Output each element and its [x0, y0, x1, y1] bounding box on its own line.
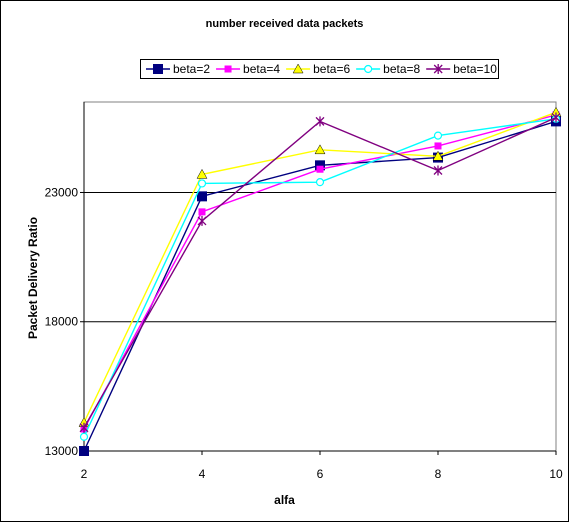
plot-area [83, 101, 557, 452]
data-point [315, 178, 325, 187]
x-tick-label: 10 [549, 467, 563, 481]
data-point [314, 144, 326, 155]
legend-marker [292, 63, 304, 74]
data-point [197, 191, 207, 202]
legend-label: beta=4 [243, 62, 280, 76]
data-point [432, 150, 444, 161]
series-beta-10 [79, 112, 561, 433]
y-tick-label: 18000 [45, 315, 79, 329]
data-point [433, 165, 443, 176]
legend-label: beta=2 [173, 62, 210, 76]
x-tick-label: 8 [435, 467, 442, 481]
data-point [79, 446, 89, 456]
data-point [433, 131, 443, 140]
legend: beta=2 beta=4 beta=6 beta=8 beta=10 [140, 59, 499, 79]
legend-label: beta=8 [383, 62, 420, 76]
legend-label: beta=6 [313, 62, 350, 76]
x-tick-label: 6 [317, 467, 324, 481]
series-beta-6 [78, 106, 562, 427]
legend-entry: beta=10 [426, 62, 497, 76]
chart-title: number received data packets [205, 18, 364, 30]
data-point [316, 165, 324, 173]
legend-marker [364, 64, 373, 74]
data-point [79, 422, 89, 433]
legend-entry: beta=2 [146, 62, 210, 76]
y-axis-title: Packet Delivery Ratio [26, 216, 40, 340]
x-tick-label: 2 [81, 467, 88, 481]
legend-entry: beta=4 [216, 62, 280, 76]
legend-marker [153, 64, 163, 74]
data-point [197, 215, 207, 226]
data-point [551, 112, 561, 123]
data-point [315, 116, 325, 127]
data-point [197, 179, 207, 188]
legend-marker [224, 65, 232, 73]
legend-label: beta=10 [453, 62, 497, 76]
data-point [196, 168, 208, 179]
data-point [79, 432, 89, 441]
legend-entry: beta=8 [356, 62, 421, 76]
y-tick-label: 23000 [45, 185, 79, 199]
y-tick-label: 13000 [45, 444, 79, 458]
legend-marker [433, 64, 443, 74]
x-axis-title: alfa [274, 493, 295, 507]
x-tick-label: 4 [199, 467, 206, 481]
data-point [434, 142, 442, 150]
legend-entry: beta=6 [286, 62, 350, 76]
data-point [198, 208, 206, 216]
legend-items: beta=2 beta=4 beta=6 beta=8 beta=10 [146, 62, 497, 76]
